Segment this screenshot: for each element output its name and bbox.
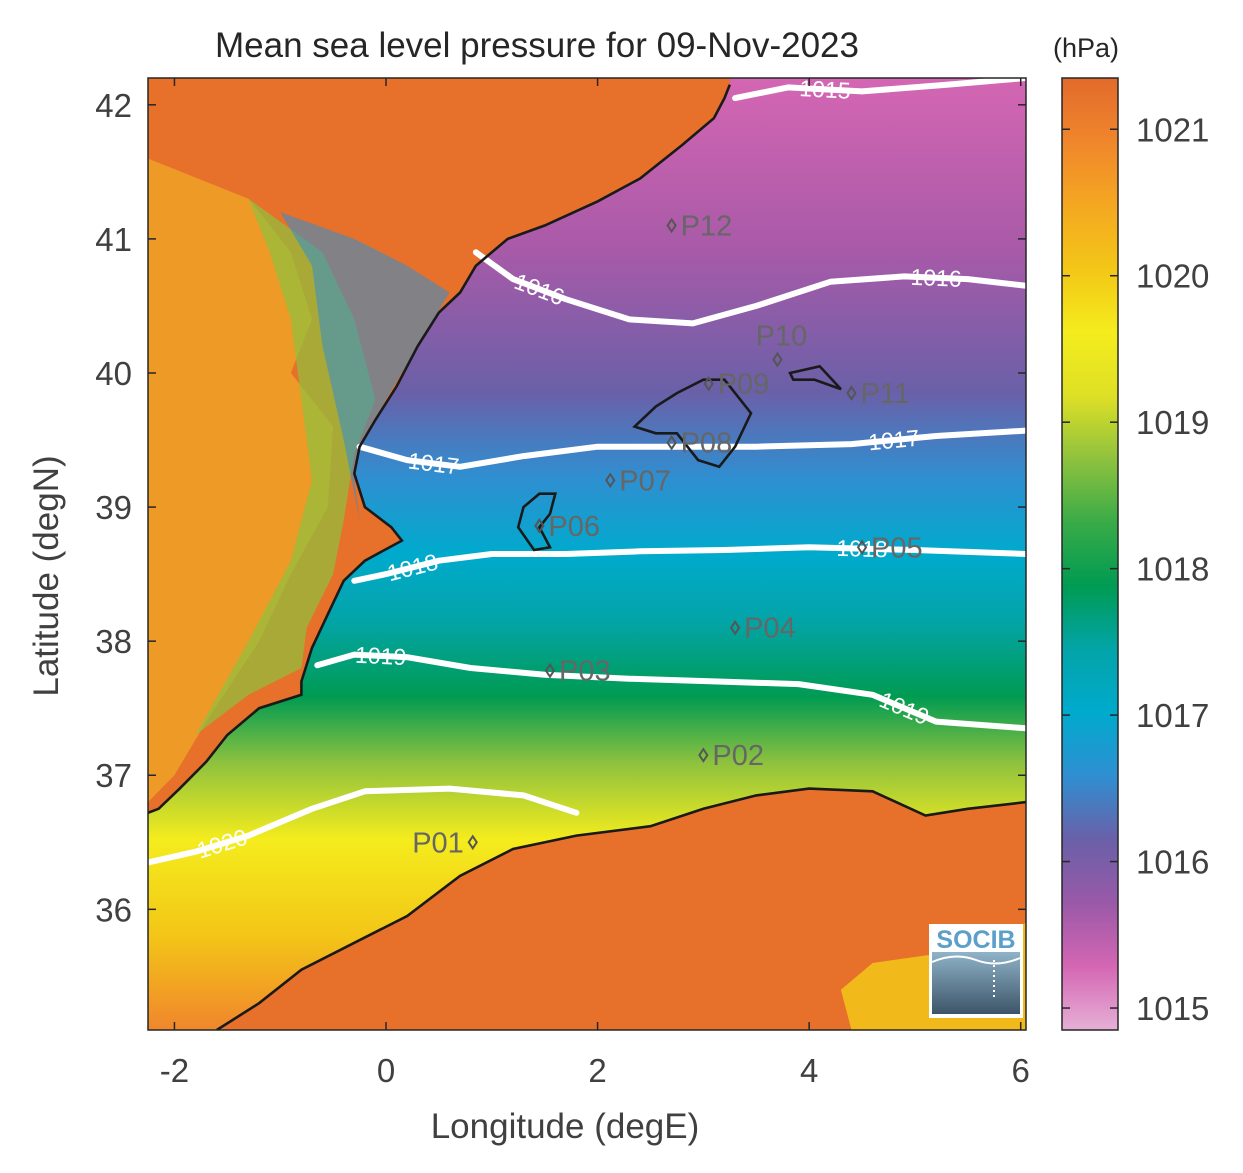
station-P10-marker: [772, 351, 783, 368]
colorbar-tick-label: 1016: [1136, 844, 1209, 881]
station-P05-marker: [856, 539, 868, 556]
station-P03-label: P03: [559, 656, 611, 688]
y-tick-label: 41: [95, 221, 132, 258]
y-tick-label: 36: [95, 891, 132, 928]
station-P06-label: P06: [548, 511, 600, 543]
contour-1016: [472, 249, 1026, 327]
logo-text: SOCIB: [936, 926, 1015, 954]
station-P08-marker: [666, 434, 677, 451]
station-P08-label: P08: [681, 428, 733, 460]
contour-1015: [732, 78, 1026, 102]
colorbar-tick-label: 1018: [1136, 551, 1209, 588]
contour-1020: [148, 785, 580, 866]
contour-1018: [351, 544, 1026, 584]
colorbar-ticks: 1015 1016 1017 1018 1019 1020 1021: [1062, 111, 1209, 1027]
station-points: P01 P02 P03 P04 P05 P06 P07 P08 P09 P10 P11 P12: [412, 211, 922, 860]
x-tick-label: 4: [800, 1052, 818, 1089]
y-tick-label: 39: [95, 489, 132, 526]
station-P06-marker: [534, 518, 545, 534]
coastline-0: [148, 84, 732, 815]
contour-1019: [314, 651, 1026, 732]
x-tick-label: 0: [377, 1052, 395, 1089]
land-iberia-ebro-band: [280, 212, 450, 521]
colorbar-bar: [1061, 77, 1119, 1031]
colorbar-tick-label: 1015: [1136, 990, 1209, 1027]
contour-label-1016: 1016: [910, 264, 962, 292]
contour-label-1017: 1017: [407, 447, 461, 479]
y-tick-label: 40: [95, 355, 132, 392]
coastline-layer: [148, 84, 1026, 1030]
colorbar-tick-label: 1021: [1136, 111, 1209, 148]
colorbar-tick-label: 1019: [1136, 404, 1209, 441]
station-P04-label: P04: [744, 613, 796, 645]
station-P09-label: P09: [718, 369, 770, 401]
contour-1017: [356, 427, 1026, 470]
x-axis-label: Longitude (degE): [431, 1107, 700, 1146]
station-P03-marker: [544, 662, 556, 679]
station-P02-label: P02: [712, 740, 764, 772]
axes: -2 0 2 4 6 36 37 38 39 40 41 42: [95, 78, 1030, 1089]
station-P09-marker: [703, 375, 714, 392]
land-africa: [216, 788, 1026, 1030]
colorbar-tick-label: 1017: [1136, 697, 1209, 734]
island-1: [788, 364, 842, 391]
coastline-1: [216, 787, 1026, 1030]
colorbar-unit: (hPa): [1053, 33, 1119, 63]
island-2: [516, 492, 557, 552]
station-P07-label: P07: [619, 465, 671, 497]
station-P04-marker: [729, 619, 741, 636]
station-P05-label: P05: [871, 532, 923, 564]
station-P01-label: P01: [412, 827, 464, 859]
socib-logo: SOCIB: [929, 924, 1023, 1018]
map-frame: [147, 77, 1027, 1031]
colorbar: 1015 1016 1017 1018 1019 1020 1021: [1061, 77, 1209, 1031]
chart-title: Mean sea level pressure for 09-Nov-2023: [215, 26, 859, 65]
contour-label-1018: 1018: [836, 535, 888, 562]
y-tick-label: 42: [95, 87, 132, 124]
x-tick-label: 2: [588, 1052, 606, 1089]
y-axis-label: Latitude (degN): [27, 455, 66, 696]
y-tick-label: 37: [95, 757, 132, 794]
x-tick-label: 6: [1012, 1052, 1030, 1089]
island-0: [632, 378, 753, 469]
land-layer: [148, 78, 1026, 1030]
station-P07-marker: [605, 472, 616, 489]
contour-label-1019: 1019: [354, 642, 406, 671]
station-P02-marker: [698, 747, 709, 763]
x-tick-label: -2: [160, 1052, 189, 1089]
station-P12-marker: [666, 217, 677, 234]
colorbar-tick-label: 1020: [1136, 258, 1209, 295]
station-P11-marker: [846, 385, 857, 401]
y-tick-label: 38: [95, 623, 132, 660]
station-P10-label: P10: [756, 321, 808, 353]
contour-label-1015: 1015: [799, 75, 852, 104]
station-P11-label: P11: [861, 378, 910, 410]
station-P12-label: P12: [681, 211, 733, 243]
station-P01-marker: [467, 834, 478, 851]
land-iberia-highland: [148, 158, 334, 803]
contour-label-1017: 1017: [867, 425, 920, 456]
